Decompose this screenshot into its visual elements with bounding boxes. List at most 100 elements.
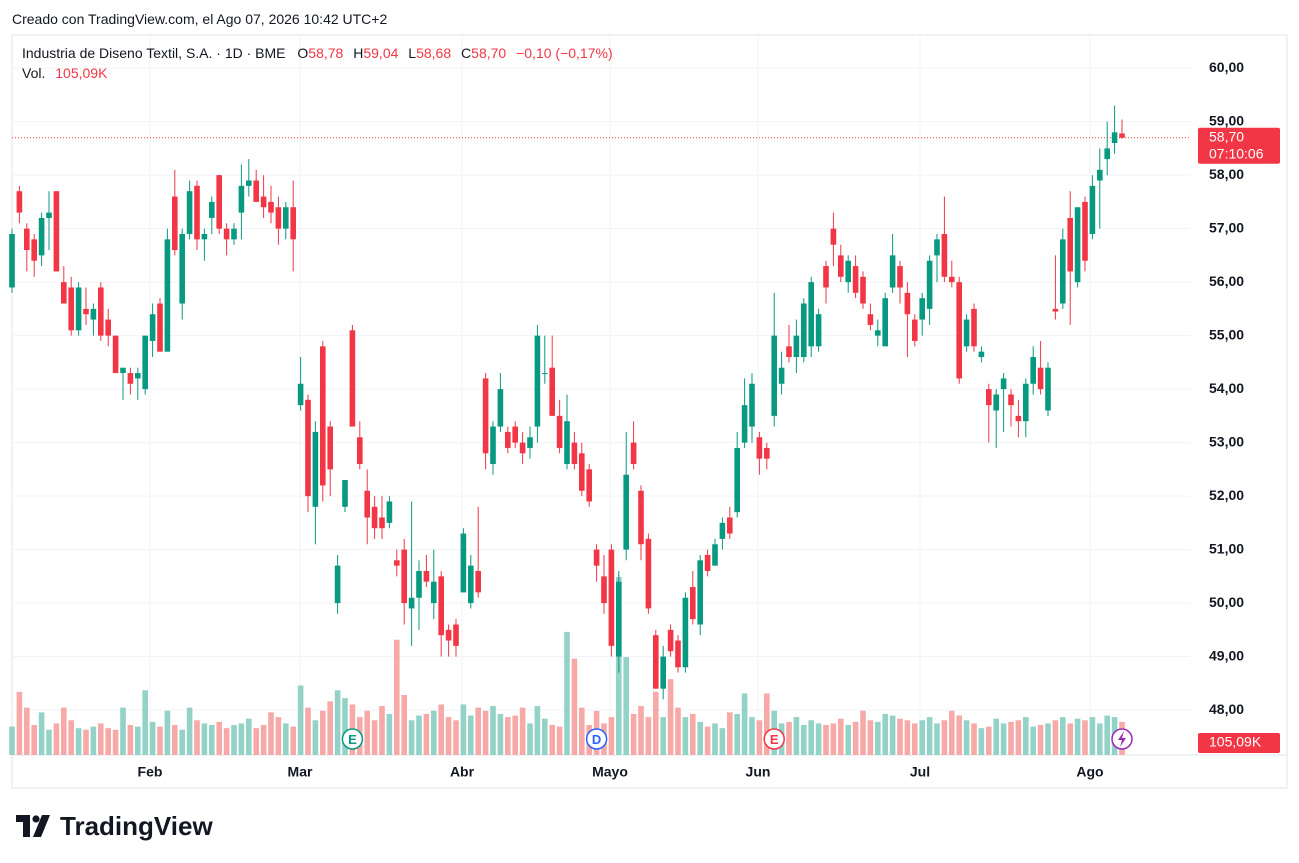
candle-body <box>364 490 370 518</box>
candle-body <box>704 554 711 571</box>
volume-bar <box>246 718 252 755</box>
volume-bar <box>949 710 955 755</box>
volume-bar <box>882 713 888 755</box>
candle-body <box>342 480 348 507</box>
event-circle <box>341 728 364 750</box>
volume-bar <box>556 726 563 755</box>
candle-body <box>416 570 422 598</box>
candle-body <box>653 635 659 689</box>
candle-body <box>808 282 814 347</box>
volume-bar <box>283 723 289 755</box>
candle-body <box>556 415 563 448</box>
volume-bar <box>904 720 911 755</box>
volume-bar <box>364 710 370 755</box>
volume-bar <box>963 720 970 755</box>
candle-body <box>904 292 911 315</box>
legend-line: Industria de Diseno Textil, S.A. · 1D · … <box>22 45 613 61</box>
volume-bar <box>194 720 200 755</box>
candle-body <box>38 217 45 256</box>
volume-bar <box>83 729 89 755</box>
chart-frame <box>11 34 1288 789</box>
candle-body <box>253 180 259 202</box>
y-tick-label: 49,00 <box>1209 647 1244 663</box>
volume-bar <box>223 728 230 755</box>
candle-body <box>860 276 866 304</box>
volume-bar <box>238 723 245 755</box>
volume-bar <box>1030 726 1036 755</box>
volume-bar <box>623 657 629 755</box>
candle-body <box>312 431 319 507</box>
volume-bar <box>275 717 282 755</box>
volume-bar <box>75 728 82 755</box>
volume-bar <box>334 690 341 755</box>
y-tick-label: 51,00 <box>1209 540 1244 556</box>
candle-body <box>593 549 600 566</box>
volume-bar <box>993 718 999 755</box>
volume-bar <box>579 707 585 755</box>
candle-body <box>98 287 104 336</box>
volume-bar <box>297 685 304 755</box>
volume-bar <box>475 707 481 755</box>
candle-body <box>1023 383 1029 422</box>
l-val: 58,68 <box>416 45 452 61</box>
candle-body <box>497 389 504 427</box>
volume-bar <box>1104 715 1110 755</box>
volume-bar <box>172 725 178 755</box>
volume-bar <box>416 715 422 755</box>
candle-body <box>327 426 333 470</box>
volume-bar <box>519 707 526 755</box>
volume-bar <box>445 717 452 755</box>
candle-body <box>667 629 674 652</box>
candle-body <box>1119 133 1125 138</box>
volume-bar <box>934 723 940 755</box>
candle-body <box>297 383 304 406</box>
candle-body <box>1067 217 1073 272</box>
candle-body <box>223 228 230 240</box>
candle-body <box>986 389 992 406</box>
volume-bar <box>815 723 822 755</box>
c-val: 58,70 <box>471 45 507 61</box>
candle-body <box>1074 207 1081 283</box>
volume-bar <box>630 713 637 755</box>
volume-bar <box>1097 723 1103 755</box>
candle-body <box>490 426 496 465</box>
y-tick-label: 52,00 <box>1209 487 1244 503</box>
volume-bar <box>135 726 141 755</box>
candle-body <box>564 421 570 465</box>
candle-body <box>1030 357 1036 384</box>
candle-body <box>623 474 629 550</box>
axes: 48,00 49,00 50,00 51,00 52,00 53,00 54,00 55,00… <box>138 59 1280 780</box>
candle-body <box>401 549 407 604</box>
candle-body <box>445 629 452 641</box>
volume-legend: Vol. 105,09K <box>22 65 107 81</box>
volume-bar <box>845 725 851 755</box>
candle-body <box>24 228 30 251</box>
candle-body <box>438 576 444 636</box>
volume-bar <box>231 725 237 755</box>
candle-body <box>46 212 52 218</box>
candle-body <box>408 597 415 609</box>
candle-body <box>586 469 592 502</box>
candle-body <box>934 239 940 256</box>
candle-body <box>305 399 311 497</box>
volume-bar <box>53 723 60 755</box>
candle-body <box>971 308 977 347</box>
volume-bar <box>512 715 518 755</box>
x-tick-label: Mayo <box>592 764 628 780</box>
candle-body <box>194 185 200 240</box>
candle-body <box>349 330 356 427</box>
candle-body <box>1037 367 1044 390</box>
volume-bar <box>505 717 511 755</box>
candle-body <box>246 180 252 186</box>
volume-bar <box>68 720 74 755</box>
volume-bar <box>786 721 792 755</box>
candle-body <box>579 453 585 491</box>
candle-body <box>231 228 237 240</box>
volume-bar <box>290 726 296 755</box>
volume-bar <box>1008 721 1014 755</box>
x-tick-label: Mar <box>288 764 313 780</box>
candle-body <box>1052 308 1059 312</box>
c-key: C <box>461 45 472 61</box>
volume-bar <box>749 717 755 755</box>
